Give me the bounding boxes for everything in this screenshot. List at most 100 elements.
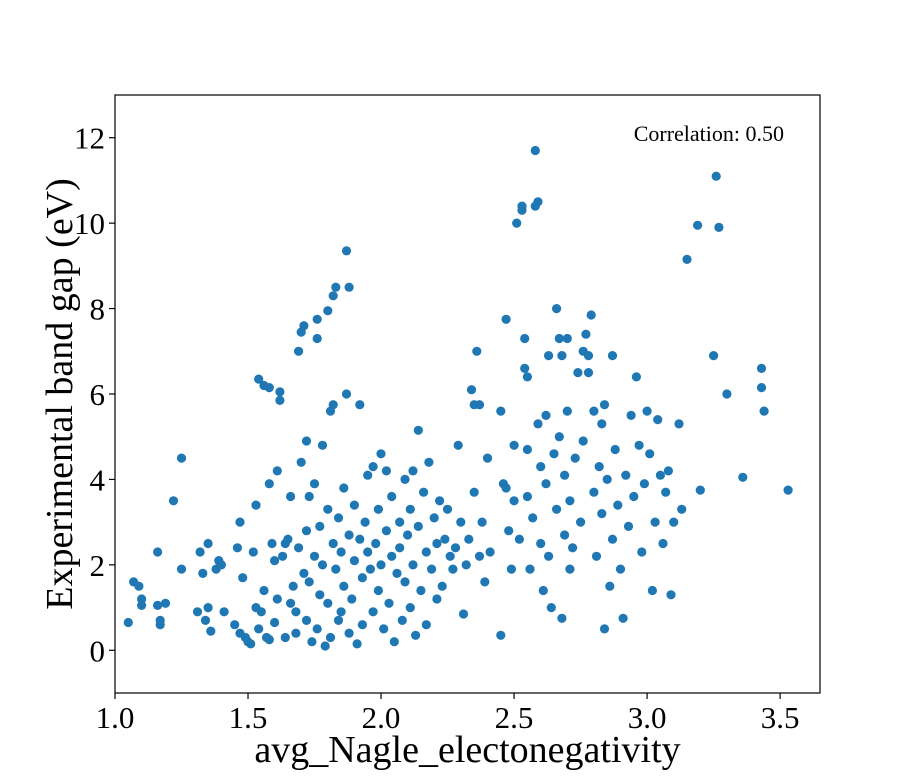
data-point	[450, 543, 461, 553]
data-point	[216, 560, 226, 570]
data-point	[474, 551, 485, 561]
data-point	[368, 462, 378, 472]
data-point	[195, 547, 205, 557]
data-point	[192, 607, 203, 617]
data-point	[496, 630, 506, 640]
data-point	[477, 517, 487, 527]
data-point	[453, 440, 463, 450]
data-point	[312, 314, 322, 324]
data-point	[336, 547, 346, 557]
data-point	[541, 410, 551, 420]
data-point	[373, 585, 383, 596]
data-point	[291, 628, 301, 638]
data-point	[381, 526, 391, 536]
data-point	[272, 466, 282, 476]
data-point	[283, 534, 293, 544]
data-point	[485, 547, 495, 557]
data-point	[411, 630, 421, 640]
data-point	[456, 517, 466, 527]
data-point	[512, 218, 522, 228]
data-point	[235, 517, 245, 527]
data-point	[280, 632, 290, 643]
data-point	[504, 526, 514, 536]
data-point	[272, 594, 282, 604]
data-point	[328, 538, 338, 549]
data-point	[349, 500, 359, 510]
data-point	[496, 406, 506, 416]
y-tick-label: 8	[90, 292, 106, 327]
data-point	[286, 491, 296, 502]
data-point	[674, 419, 684, 429]
data-point	[413, 521, 423, 532]
data-point	[432, 538, 442, 549]
data-point	[368, 607, 378, 617]
data-point	[464, 534, 474, 544]
data-point	[333, 513, 344, 523]
data-point	[387, 551, 397, 561]
data-point	[301, 526, 312, 536]
data-point	[323, 504, 333, 514]
data-point	[669, 517, 679, 527]
data-point	[562, 333, 572, 344]
data-point	[323, 598, 333, 608]
data-point	[583, 368, 594, 378]
y-tick-label: 4	[90, 462, 106, 497]
data-point	[469, 487, 479, 497]
data-point	[427, 564, 437, 574]
data-point	[341, 246, 352, 256]
data-point	[304, 577, 314, 587]
data-point	[437, 581, 447, 591]
data-point	[344, 628, 354, 638]
data-point	[618, 613, 628, 623]
data-point	[466, 385, 477, 395]
data-point	[602, 474, 612, 484]
data-point	[275, 387, 285, 397]
data-point	[599, 624, 610, 634]
data-point	[323, 306, 333, 316]
data-point	[440, 534, 450, 544]
data-point	[360, 517, 370, 527]
data-point	[677, 504, 687, 514]
data-point	[621, 470, 631, 480]
data-point	[264, 635, 274, 645]
data-point	[520, 363, 530, 373]
data-point	[347, 594, 357, 604]
data-point	[642, 406, 652, 416]
data-point	[320, 641, 330, 651]
data-point	[238, 573, 248, 583]
data-point	[395, 543, 405, 553]
data-point	[533, 197, 543, 207]
data-point	[586, 310, 596, 320]
data-point	[198, 568, 208, 579]
data-point	[560, 530, 570, 540]
data-point	[626, 410, 636, 420]
data-point	[278, 551, 288, 561]
data-point	[522, 444, 533, 455]
data-point	[403, 530, 413, 540]
data-point	[607, 534, 618, 544]
data-point	[783, 485, 793, 495]
data-point	[650, 517, 660, 527]
data-point	[576, 517, 586, 527]
data-point	[317, 560, 328, 570]
data-point	[759, 406, 769, 416]
y-axis-label: Experimental band gap (eV)	[39, 178, 81, 610]
data-point	[153, 547, 163, 557]
data-point	[738, 472, 748, 482]
data-point	[384, 598, 394, 608]
data-point	[458, 609, 469, 619]
data-point	[501, 483, 511, 493]
data-point	[248, 547, 258, 557]
data-point	[421, 547, 431, 557]
data-point	[153, 600, 163, 611]
data-point	[557, 613, 567, 623]
data-point	[661, 487, 671, 497]
data-point	[168, 496, 179, 506]
plot-frame	[114, 94, 821, 694]
data-point	[270, 556, 280, 566]
data-point	[693, 220, 703, 230]
data-point	[331, 564, 341, 574]
data-point	[381, 466, 391, 476]
data-point	[653, 415, 663, 425]
